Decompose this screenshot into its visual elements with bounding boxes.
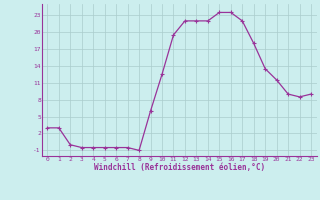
X-axis label: Windchill (Refroidissement éolien,°C): Windchill (Refroidissement éolien,°C): [94, 163, 265, 172]
